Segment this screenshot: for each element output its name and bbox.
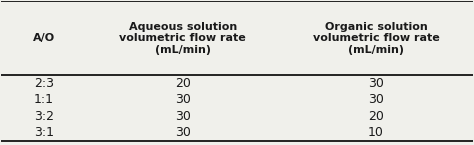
Text: 30: 30 xyxy=(368,93,384,106)
Text: 3:2: 3:2 xyxy=(34,110,54,123)
Text: 30: 30 xyxy=(175,126,191,139)
Text: Aqueous solution
volumetric flow rate
(mL/min): Aqueous solution volumetric flow rate (m… xyxy=(119,22,246,55)
Text: 10: 10 xyxy=(368,126,384,139)
Text: 20: 20 xyxy=(368,110,384,123)
Text: 30: 30 xyxy=(175,93,191,106)
Text: Organic solution
volumetric flow rate
(mL/min): Organic solution volumetric flow rate (m… xyxy=(313,22,439,55)
Text: 30: 30 xyxy=(368,77,384,90)
Text: 3:1: 3:1 xyxy=(34,126,54,139)
Text: 30: 30 xyxy=(175,110,191,123)
Text: 1:1: 1:1 xyxy=(34,93,54,106)
Text: 2:3: 2:3 xyxy=(34,77,54,90)
Text: 20: 20 xyxy=(175,77,191,90)
Text: A/O: A/O xyxy=(33,33,55,43)
